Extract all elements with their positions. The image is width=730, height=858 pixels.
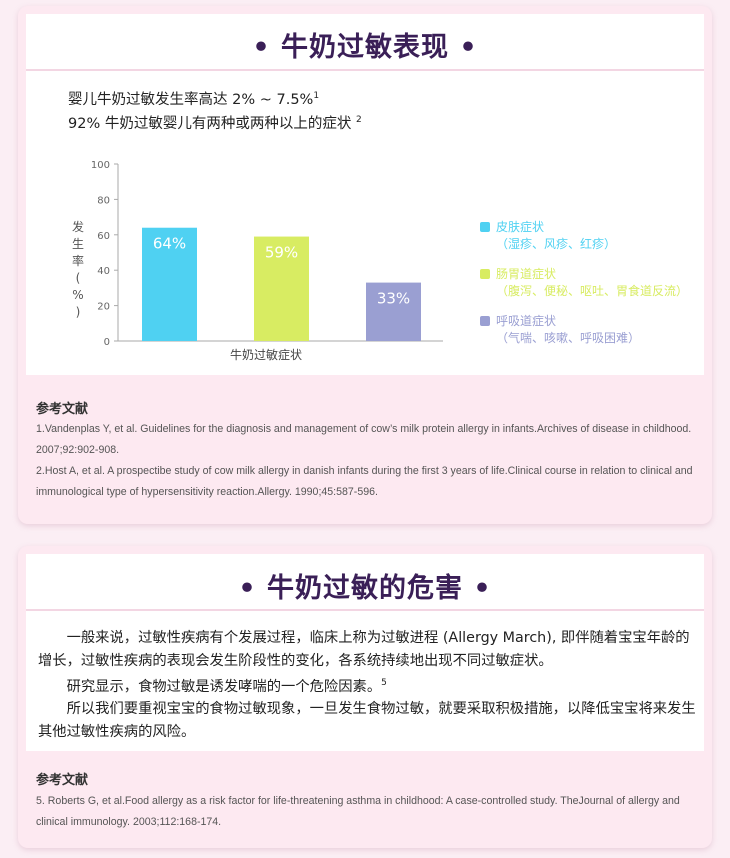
legend-label: 呼吸道症状 [496, 314, 557, 328]
legend-item: 肠胃道症状 （腹泻、便秘、呕吐、胃食道反流） [480, 266, 688, 300]
milk-allergy-symptoms-card: • 牛奶过敏表现 • 婴儿牛奶过敏发生率高达 2% ~ 7.5%1 92% 牛奶… [18, 6, 712, 524]
y-tick-label: 80 [97, 195, 110, 206]
y-axis-label: 发生率 (%) [72, 219, 84, 319]
bar-1 [142, 227, 197, 341]
references-list: 1.Vandenplas Y, et al. Guidelines for th… [36, 419, 700, 503]
y-tick-label: 40 [97, 266, 110, 277]
y-tick-label: 20 [97, 302, 110, 313]
title-panel [26, 14, 704, 69]
legend-label: 皮肤症状 [496, 220, 545, 234]
y-axis-label-char: 发 [72, 219, 84, 234]
y-tick-label: 0 [104, 337, 110, 348]
y-axis-label-char: 率 [72, 253, 84, 268]
y-axis-label-char: ( [76, 271, 81, 285]
y-axis-label-char: 生 [72, 237, 84, 251]
bar-value-label: 59% [265, 244, 298, 262]
y-tick-label: 100 [91, 160, 110, 171]
y-axis-label-char: ) [76, 305, 81, 319]
paragraph: 所以我们要重视宝宝的食物过敏现象，一旦发生食物过敏，就要采取积极措施，以降低宝宝… [38, 701, 696, 740]
paragraph: 研究显示，食物过敏是诱发哮喘的一个危险因素。5 [66, 678, 387, 695]
legend-swatch [480, 316, 490, 326]
chart-panel [26, 71, 704, 375]
bar-2 [254, 236, 309, 341]
legend-label: 肠胃道症状 [496, 267, 557, 281]
multi-symptom-stat: 92% 牛奶过敏婴儿有两种或两种以上的症状 2 [68, 115, 362, 132]
bar-3 [366, 282, 421, 341]
references-list: 5. Roberts G, et al.Food allergy as a ri… [36, 791, 700, 833]
reference-item: 2.Host A, et al. A prospectibe study of … [36, 465, 693, 498]
reference-item: 5. Roberts G, et al.Food allergy as a ri… [36, 795, 680, 828]
title-divider [26, 69, 704, 71]
x-axis-label: 牛奶过敏症状 [230, 347, 302, 362]
paragraph: 一般来说，过敏性疾病有个发展过程，临床上称为过敏进程 (Allergy Marc… [38, 630, 690, 669]
title-panel [26, 554, 704, 609]
text-panel [26, 611, 704, 751]
legend-sublabel: （湿疹、风疹、红疹） [496, 237, 617, 251]
section-title: • 牛奶过敏的危害 • [238, 573, 492, 604]
section-title: • 牛奶过敏表现 • [252, 32, 478, 63]
bar-value-label: 64% [153, 235, 186, 253]
references-title: 参考文献 [36, 773, 89, 788]
bar-value-label: 33% [377, 290, 410, 308]
harm-description: 一般来说，过敏性疾病有个发展过程，临床上称为过敏进程 (Allergy Marc… [38, 627, 700, 743]
references-title: 参考文献 [36, 402, 89, 417]
reference-item: 1.Vandenplas Y, et al. Guidelines for th… [36, 423, 692, 456]
y-tick-label: 60 [97, 231, 110, 242]
legend-sublabel: （气喘、咳嗽、呼吸困难） [496, 331, 641, 345]
legend-item: 皮肤症状 （湿疹、风疹、红疹） [480, 219, 688, 253]
milk-allergy-harm-card: • 牛奶过敏的危害 • 一般来说，过敏性疾病有个发展过程，临床上称为过敏进程 (… [18, 546, 712, 848]
legend-sublabel: （腹泻、便秘、呕吐、胃食道反流） [496, 284, 689, 298]
y-axis-label-char: % [72, 288, 83, 302]
legend-item: 呼吸道症状 （气喘、咳嗽、呼吸困难） [480, 313, 688, 347]
incidence-stat: 婴儿牛奶过敏发生率高达 2% ~ 7.5%1 [68, 91, 320, 108]
legend-swatch [480, 269, 490, 279]
title-divider [26, 609, 704, 611]
footnote-ref: 1 [313, 91, 320, 102]
legend-swatch [480, 222, 490, 232]
chart-legend: 皮肤症状 （湿疹、风疹、红疹） 肠胃道症状 （腹泻、便秘、呕吐、胃食道反流） 呼吸道症状… [480, 219, 688, 360]
footnote-ref: 2 [355, 115, 362, 126]
symptom-bar-chart: 0 20 40 60 80 100 发生率 (%) 64% 59% 33% 牛奶过敏症状 [72, 160, 443, 362]
footnote-ref: 5 [381, 678, 387, 688]
